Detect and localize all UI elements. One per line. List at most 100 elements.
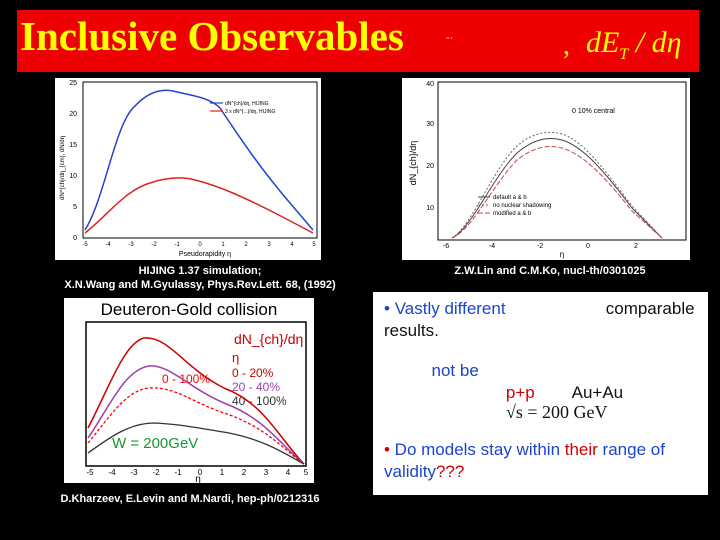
x-tick: 4 [290, 242, 294, 248]
title-comma: , [563, 30, 570, 61]
hijing-frame [82, 81, 318, 239]
ampt-curve-noshadow [451, 131, 663, 239]
hijing-xlabel: Pseudorapidity η [179, 251, 231, 258]
ampt-curve-default [451, 138, 663, 239]
y-tick: 20 [69, 111, 77, 118]
sqrt-s-formula: √s = 200 GeV [506, 402, 608, 422]
bullet-1: • Vastly different models give comparabl… [384, 299, 695, 340]
x-tick: 0 [198, 242, 202, 248]
title-formula: dET / dη [586, 26, 682, 63]
highlight-pp: p+p [505, 383, 535, 402]
deuteron-gold-plot: Deuteron-Gold collision dN_{ch}/dη η 0 -… [64, 298, 314, 485]
ampt-xlabel: η [560, 250, 564, 259]
x-tick: -2 [537, 243, 543, 250]
highlight-vastly-different: Vastly different [394, 299, 506, 318]
x-tick: 3 [264, 468, 269, 477]
caption-line: X.N.Wang and M.Gyulassy, Phys.Rev.Lett. … [64, 279, 336, 291]
y-tick: 20 [426, 163, 434, 170]
bullet-2: • May not be unexpected in view of exist… [384, 361, 680, 402]
hijing-curve-other [84, 177, 314, 234]
highlight-not: not [431, 361, 456, 380]
y-tick: 40 [426, 81, 434, 88]
dg-centrality-label: 20 - 40% [232, 380, 280, 394]
legend-entry: dN^{ch}/dη, HIJING [225, 101, 269, 107]
x-tick: -5 [86, 468, 94, 477]
highlight-auau: Au+Au [571, 383, 624, 402]
y-tick: 10 [69, 173, 77, 180]
slide-title: Inclusive Observables [20, 13, 404, 59]
x-tick: -2 [152, 468, 160, 477]
ampt-plot: 10 20 30 40 -6 -4 -2 0 2 η dN_{ch}/dη 0 … [402, 78, 690, 260]
deuteron-gold-chart: Deuteron-Gold collision dN_{ch}/dη η 0 -… [85, 300, 309, 485]
hijing-legend: dN^{ch}/dη, HIJING 3 x dN^{...}/dη, HIJI… [210, 101, 276, 115]
x-tick: -4 [108, 468, 116, 477]
hijing-plot: 0 5 10 15 20 25 -5 -4 -3 -2 -1 0 1 2 3 4… [55, 78, 321, 260]
y-tick: 0 [73, 235, 77, 242]
x-tick: 2 [244, 242, 248, 248]
x-tick: 2 [634, 243, 638, 250]
y-tick: 5 [73, 204, 77, 211]
x-tick: 1 [220, 468, 225, 477]
highlight-their: their [564, 440, 598, 459]
y-tick: 30 [426, 121, 434, 128]
dg-ylabel: dN_{ch}/dη [234, 331, 303, 347]
hijing-x-ticks: -5 -4 -3 -2 -1 0 1 2 3 4 5 [82, 242, 316, 248]
dg-frame [85, 321, 307, 467]
ampt-frame [437, 81, 687, 241]
x-tick: 3 [267, 242, 271, 248]
title-dash: -· [446, 32, 454, 44]
ampt-chart: 10 20 30 40 -6 -4 -2 0 2 η dN_{ch}/dη 0 … [408, 81, 687, 259]
hijing-curve-charged [84, 89, 314, 231]
x-tick: -3 [128, 242, 134, 248]
x-tick: -4 [105, 242, 111, 248]
dg-energy: W = 200GeV [112, 435, 198, 452]
dg-curve-central [87, 337, 305, 465]
hijing-y-ticks: 0 5 10 15 20 25 [69, 80, 77, 242]
caption-line: HIJING 1.37 simulation; [138, 265, 262, 277]
dg-header: Deuteron-Gold collision [101, 300, 278, 319]
y-tick: 15 [69, 142, 77, 149]
hijing-ylabel: dN^{ch}/dη_{cm}, dN/dη [60, 136, 66, 200]
dg-centrality-label: 0 - 20% [232, 366, 274, 380]
y-tick: 25 [69, 80, 77, 87]
x-tick: 1 [221, 242, 225, 248]
x-tick: -1 [174, 468, 182, 477]
legend-entry: no nuclear shadowing [493, 203, 551, 209]
x-tick: 5 [312, 242, 316, 248]
ampt-legend: default a & b no nuclear shadowing modif… [478, 195, 551, 217]
x-tick: -2 [151, 242, 157, 248]
ampt-y-ticks: 10 20 30 40 [426, 81, 434, 212]
x-tick: 0 [198, 468, 203, 477]
bullet-box [373, 292, 708, 495]
x-tick: -1 [174, 242, 180, 248]
x-tick: -3 [130, 468, 138, 477]
ampt-curve-modified [451, 146, 663, 239]
x-tick: 2 [242, 468, 247, 477]
ampt-ylabel: dN_{ch}/dη [408, 141, 418, 186]
dg-curve-peripheral [87, 422, 305, 465]
x-tick: 5 [304, 468, 309, 477]
dg-x-ticks: -5 -4 -3 -2 -1 0 1 2 3 4 5 [86, 468, 308, 477]
legend-entry: 3 x dN^{...}/dη, HIJING [225, 109, 276, 115]
ampt-x-ticks: -6 -4 -2 0 2 [443, 243, 638, 250]
dg-curve-mid [87, 365, 305, 465]
y-tick: 10 [426, 205, 434, 212]
dg-xlabel: η [195, 474, 201, 483]
dg-centrality-label: 0 - 100% [162, 372, 210, 386]
legend-entry: modified a & b [493, 211, 532, 217]
hijing-caption: HIJING 1.37 simulation; X.N.Wang and M.G… [40, 264, 360, 292]
x-tick: 4 [286, 468, 291, 477]
bullet-3: • Do models stay within their range of v… [384, 440, 665, 481]
hijing-chart: 0 5 10 15 20 25 -5 -4 -3 -2 -1 0 1 2 3 4… [60, 80, 318, 258]
dg-eta: η [232, 350, 239, 365]
dg-centrality-label: 40 - 100% [232, 394, 287, 408]
highlight-be: be [459, 361, 479, 380]
dg-caption: D.Kharzeev, E.Levin and M.Nardi, hep-ph/… [60, 493, 320, 505]
x-tick: -6 [443, 243, 449, 250]
ampt-caption: Z.W.Lin and C.M.Ko, nucl-th/0301025 [454, 265, 646, 277]
x-tick: -5 [82, 242, 88, 248]
legend-entry: default a & b [493, 195, 527, 201]
x-tick: 0 [586, 243, 590, 250]
dg-curve-minbias [87, 387, 305, 465]
x-tick: -4 [489, 243, 495, 250]
